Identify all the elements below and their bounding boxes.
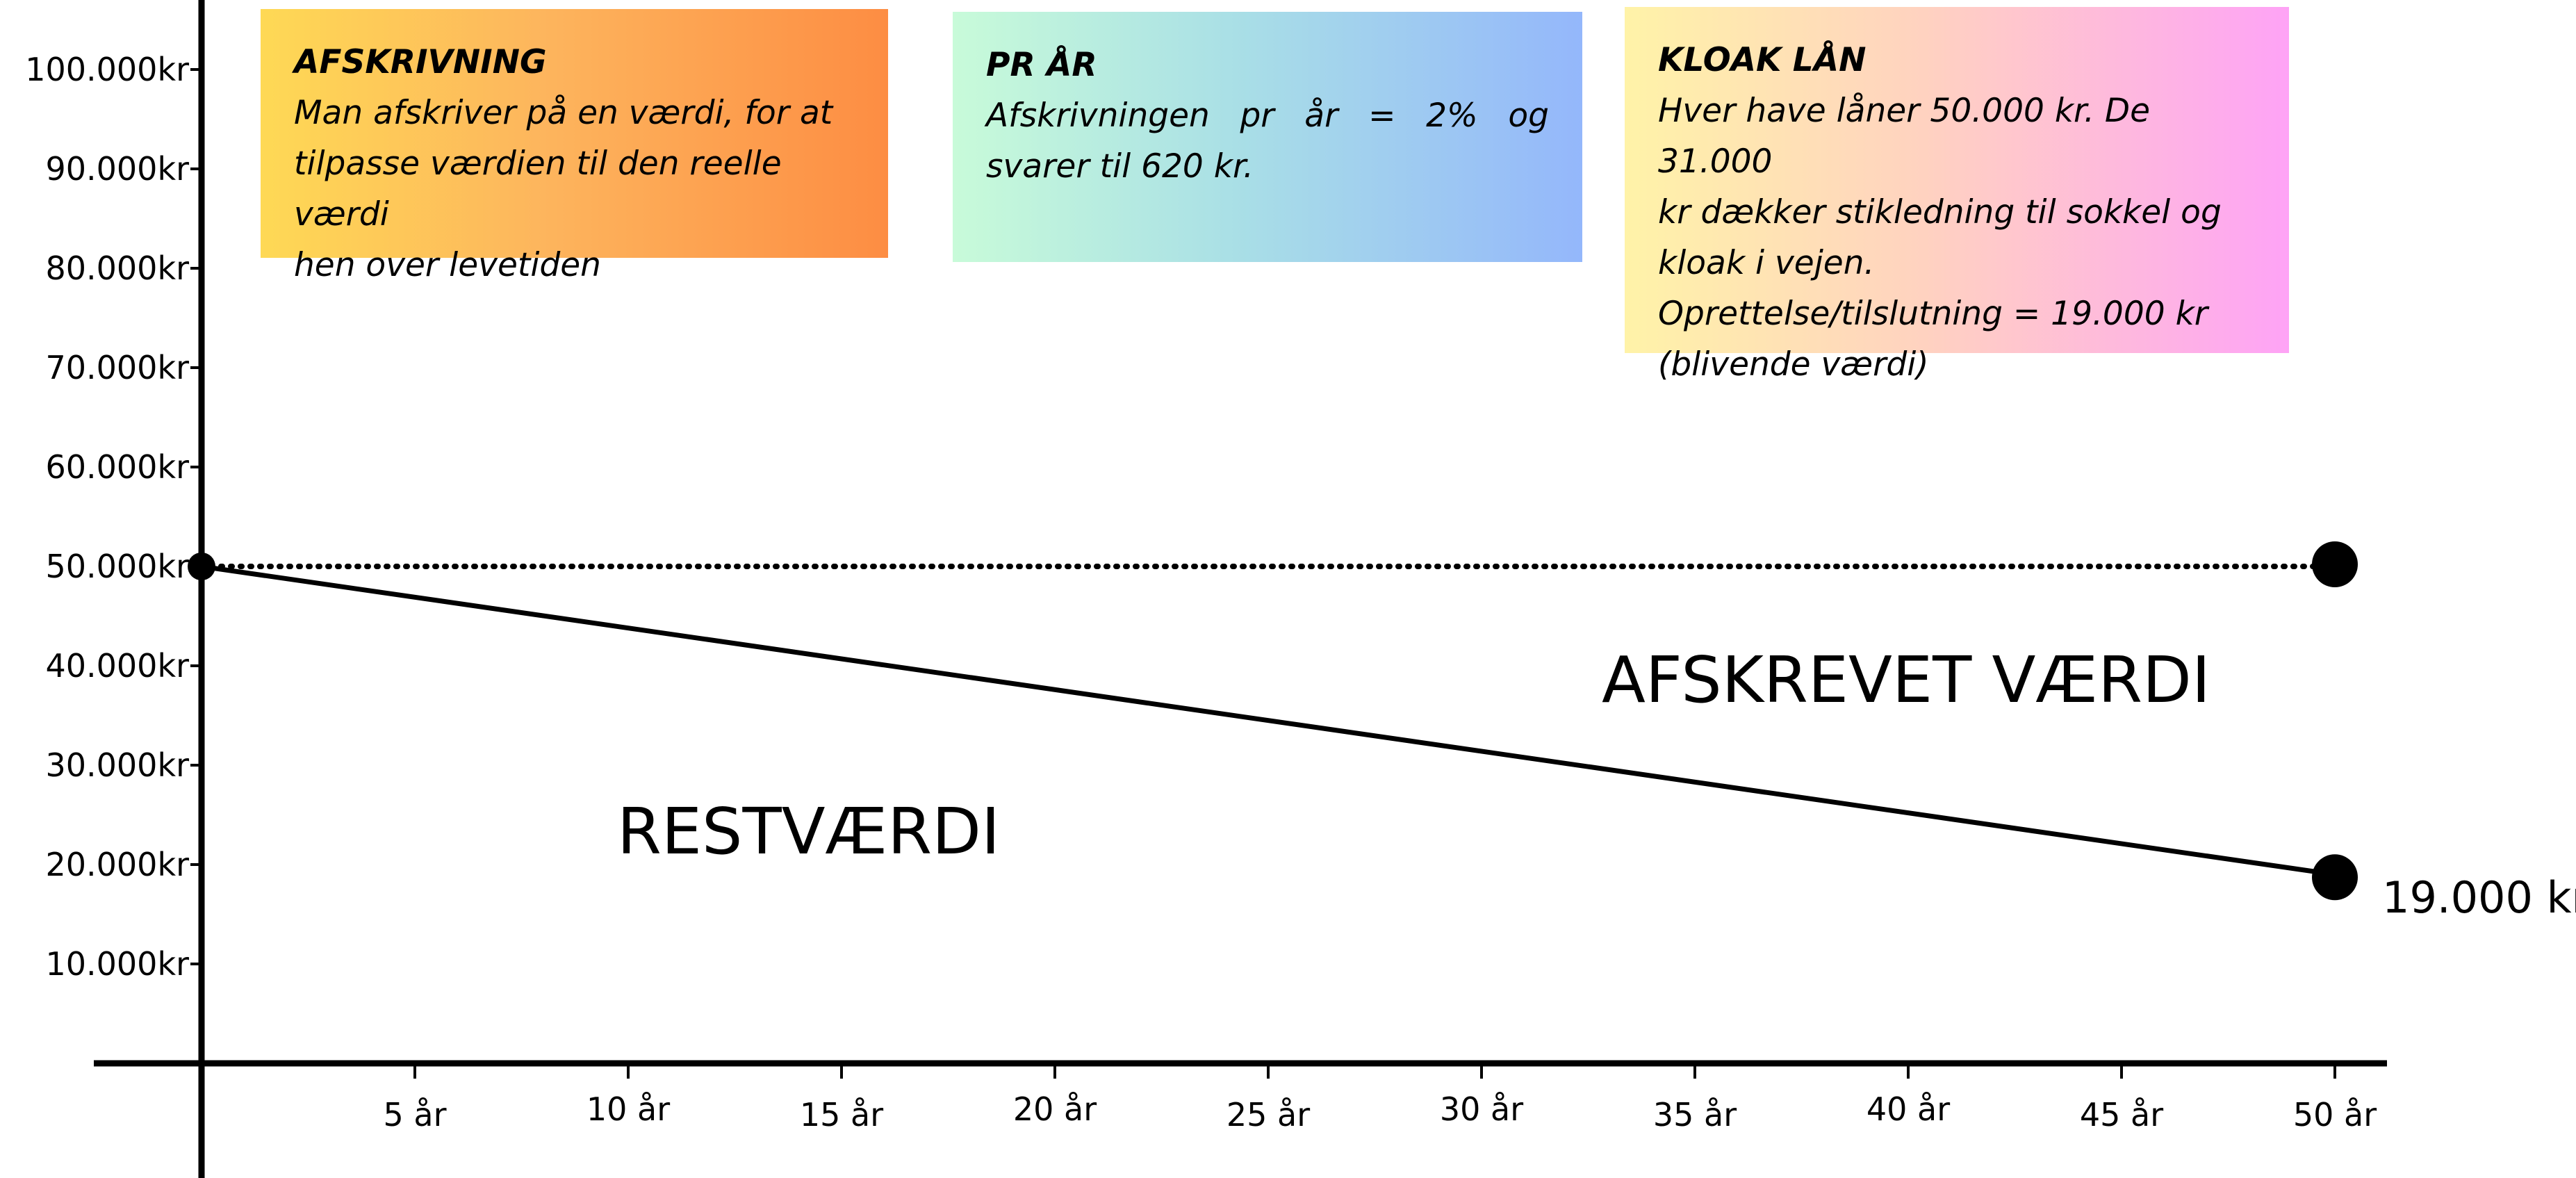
start-point-marker — [188, 553, 215, 580]
pr-ar-title: PR ÅR — [986, 46, 1097, 84]
kloak-lan-line: Hver have låner 50.000 kr. De 31.000 — [1658, 92, 2151, 181]
afskrivning-box: AFSKRIVNING Man afskriver på en værdi, f… — [261, 9, 888, 284]
afskrivning-line: hen over levetiden — [294, 246, 601, 284]
x-tick-label: 25 år — [1227, 1096, 1310, 1134]
afskrevet-vaerdi-label: AFSKREVET VÆRDI — [1602, 643, 2210, 717]
x-tick-label: 15 år — [800, 1096, 883, 1134]
kloak-lan-line: kloak i vejen. — [1658, 244, 1875, 282]
y-tick-label: 90.000kr — [45, 150, 189, 188]
chart-axes — [94, 0, 2387, 1178]
y-tick-label: 80.000kr — [45, 249, 189, 287]
y-axis-ticks: 10.000kr 20.000kr 30.000kr 40.000kr 50.000kr… — [25, 51, 202, 983]
x-tick-label: 5 år — [384, 1096, 447, 1134]
pr-ar-text: Afskrivningen pr år = 2% og svarer til 6… — [986, 97, 1549, 186]
label-layer: RESTVÆRDI AFSKREVET VÆRDI 19.000 kr — [617, 643, 2576, 923]
x-tick-label: 10 år — [586, 1090, 670, 1128]
afskrivning-line: tilpasse værdien til den reelle værdi — [294, 145, 782, 234]
y-tick-label: 30.000kr — [45, 746, 189, 784]
x-tick-label: 20 år — [1013, 1090, 1097, 1128]
x-tick-label: 35 år — [1653, 1096, 1737, 1134]
x-tick-label: 40 år — [1867, 1090, 1950, 1128]
pr-ar-box: PR ÅR Afskrivningen pr år = 2% og svarer… — [953, 12, 1582, 262]
residual-value-line — [201, 564, 2336, 877]
y-tick-label: 20.000kr — [45, 846, 189, 883]
residual-end-marker — [2312, 854, 2358, 901]
y-tick-label: 60.000kr — [45, 448, 189, 486]
x-tick-label: 50 år — [2293, 1096, 2377, 1134]
loan-end-marker — [2312, 541, 2358, 587]
afskrivning-title: AFSKRIVNING — [294, 43, 547, 81]
end-value-label: 19.000 kr — [2382, 872, 2576, 923]
y-tick-label: 100.000kr — [25, 51, 189, 88]
afskrivning-line: Man afskriver på en værdi, for at — [294, 94, 833, 132]
series-layer — [188, 541, 2358, 901]
y-tick-label: 70.000kr — [45, 349, 189, 386]
kloak-lan-line: Oprettelse/tilslutning = 19.000 kr — [1658, 295, 2208, 333]
restvaerdi-label: RESTVÆRDI — [617, 794, 1000, 869]
x-axis-ticks: 5 år 10 år 15 år 20 år 25 år 30 år 35 år 40 år 4… — [384, 1063, 2377, 1134]
y-tick-label: 40.000kr — [45, 647, 189, 685]
kloak-lan-box: KLOAK LÅN Hver have låner 50.000 kr. De … — [1625, 7, 2289, 384]
kloak-lan-line: (blivende værdi) — [1658, 345, 1929, 384]
x-tick-label: 30 år — [1440, 1090, 1523, 1128]
y-tick-label: 50.000kr — [45, 548, 189, 585]
kloak-lan-line: kr dækker stikledning til sokkel og — [1658, 193, 2222, 231]
y-tick-label: 10.000kr — [45, 945, 189, 983]
kloak-lan-title: KLOAK LÅN — [1658, 41, 1867, 79]
x-tick-label: 45 år — [2080, 1096, 2163, 1134]
